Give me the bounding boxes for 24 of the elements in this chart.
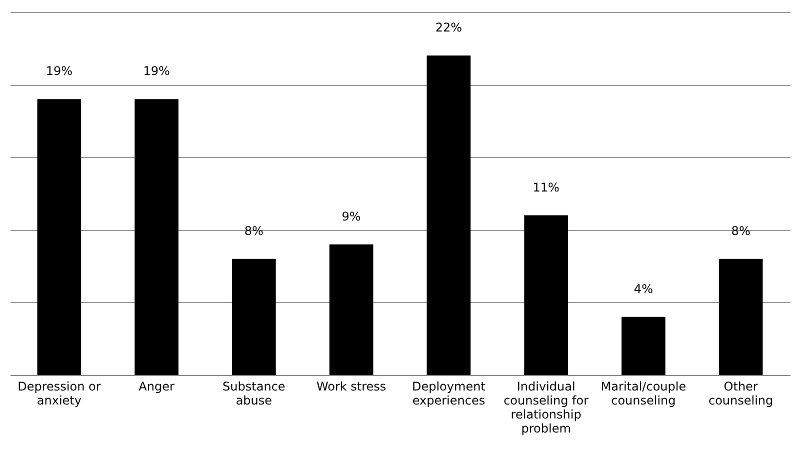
- bar: [524, 215, 568, 375]
- x-tick-label: Other counseling: [708, 380, 774, 408]
- data-label: 9%: [342, 209, 361, 224]
- data-label: 8%: [244, 224, 264, 238]
- data-label: 4%: [634, 282, 653, 296]
- bar: [134, 99, 178, 375]
- data-label: 22%: [435, 20, 462, 35]
- data-label: 19%: [46, 64, 73, 78]
- x-tick-label: Anger: [138, 380, 174, 394]
- x-tick-label: Deployment experiences: [412, 380, 486, 408]
- data-label: 11%: [532, 180, 560, 194]
- data-label: 8%: [731, 224, 750, 238]
- bar: [718, 258, 763, 375]
- x-tick-label: Marital/couple counseling: [600, 380, 686, 408]
- bar: [622, 316, 666, 375]
- x-tick-label: Work stress: [316, 380, 386, 394]
- bar: [426, 56, 471, 375]
- x-tick-label: Depression or anxiety: [18, 380, 101, 408]
- bar: [232, 258, 276, 375]
- x-tick-label: Individual counseling for relationship problem: [504, 380, 589, 436]
- bar: [37, 99, 82, 375]
- bar: [329, 244, 374, 375]
- data-label: 19%: [143, 64, 170, 78]
- x-tick-label: Substance abuse: [222, 380, 286, 408]
